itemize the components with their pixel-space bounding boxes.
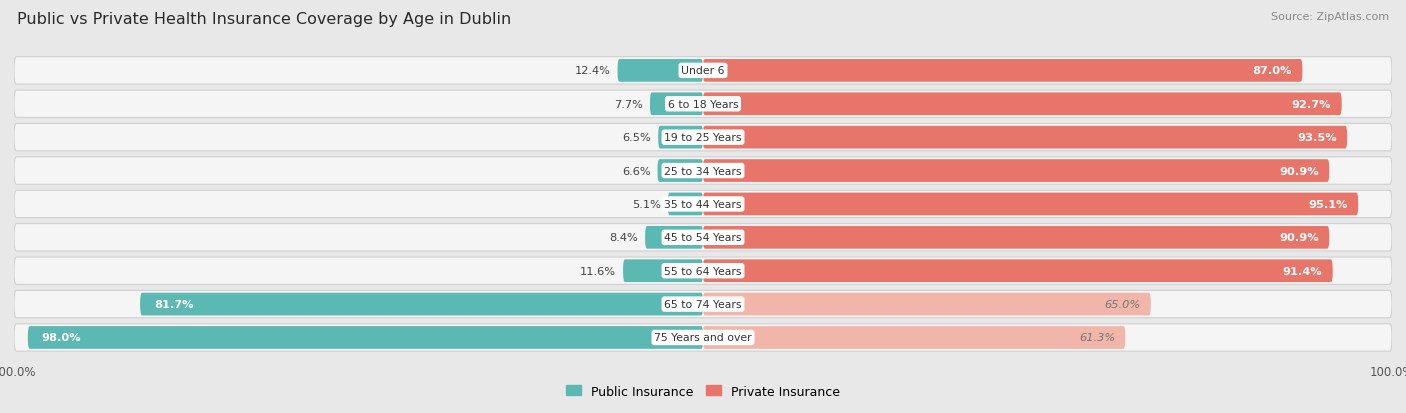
Text: 5.1%: 5.1% <box>633 199 661 209</box>
FancyBboxPatch shape <box>14 257 1392 285</box>
Text: 65 to 74 Years: 65 to 74 Years <box>664 299 742 309</box>
Text: 61.3%: 61.3% <box>1078 333 1115 343</box>
FancyBboxPatch shape <box>658 126 703 149</box>
FancyBboxPatch shape <box>703 326 1125 349</box>
FancyBboxPatch shape <box>14 157 1392 185</box>
Text: 45 to 54 Years: 45 to 54 Years <box>664 233 742 243</box>
Text: 25 to 34 Years: 25 to 34 Years <box>664 166 742 176</box>
Text: 55 to 64 Years: 55 to 64 Years <box>664 266 742 276</box>
Text: 11.6%: 11.6% <box>581 266 616 276</box>
Text: 35 to 44 Years: 35 to 44 Years <box>664 199 742 209</box>
FancyBboxPatch shape <box>668 193 703 216</box>
Text: 95.1%: 95.1% <box>1309 199 1348 209</box>
FancyBboxPatch shape <box>650 93 703 116</box>
FancyBboxPatch shape <box>14 191 1392 218</box>
Text: 87.0%: 87.0% <box>1253 66 1292 76</box>
Text: 12.4%: 12.4% <box>575 66 610 76</box>
Text: 6.6%: 6.6% <box>621 166 651 176</box>
FancyBboxPatch shape <box>703 193 1358 216</box>
Text: 91.4%: 91.4% <box>1282 266 1323 276</box>
FancyBboxPatch shape <box>703 260 1333 282</box>
Text: 75 Years and over: 75 Years and over <box>654 333 752 343</box>
Text: Source: ZipAtlas.com: Source: ZipAtlas.com <box>1271 12 1389 22</box>
FancyBboxPatch shape <box>14 324 1392 351</box>
Text: 90.9%: 90.9% <box>1279 233 1319 243</box>
FancyBboxPatch shape <box>703 60 1302 83</box>
FancyBboxPatch shape <box>14 124 1392 152</box>
Text: 7.7%: 7.7% <box>614 100 643 109</box>
FancyBboxPatch shape <box>28 326 703 349</box>
Text: 6 to 18 Years: 6 to 18 Years <box>668 100 738 109</box>
FancyBboxPatch shape <box>14 91 1392 118</box>
Text: 98.0%: 98.0% <box>42 333 82 343</box>
Text: 19 to 25 Years: 19 to 25 Years <box>664 133 742 143</box>
Text: 81.7%: 81.7% <box>153 299 194 309</box>
FancyBboxPatch shape <box>141 293 703 316</box>
Text: 90.9%: 90.9% <box>1279 166 1319 176</box>
Text: Public vs Private Health Insurance Coverage by Age in Dublin: Public vs Private Health Insurance Cover… <box>17 12 512 27</box>
Text: Under 6: Under 6 <box>682 66 724 76</box>
Text: 8.4%: 8.4% <box>609 233 638 243</box>
FancyBboxPatch shape <box>14 291 1392 318</box>
FancyBboxPatch shape <box>14 57 1392 85</box>
FancyBboxPatch shape <box>703 93 1341 116</box>
FancyBboxPatch shape <box>703 293 1152 316</box>
Text: 6.5%: 6.5% <box>623 133 651 143</box>
Legend: Public Insurance, Private Insurance: Public Insurance, Private Insurance <box>561 380 845 403</box>
FancyBboxPatch shape <box>617 60 703 83</box>
FancyBboxPatch shape <box>703 160 1329 183</box>
Text: 65.0%: 65.0% <box>1104 299 1140 309</box>
FancyBboxPatch shape <box>623 260 703 282</box>
Text: 92.7%: 92.7% <box>1292 100 1331 109</box>
FancyBboxPatch shape <box>14 224 1392 252</box>
FancyBboxPatch shape <box>703 126 1347 149</box>
FancyBboxPatch shape <box>658 160 703 183</box>
Text: 93.5%: 93.5% <box>1298 133 1337 143</box>
FancyBboxPatch shape <box>645 226 703 249</box>
FancyBboxPatch shape <box>703 226 1329 249</box>
